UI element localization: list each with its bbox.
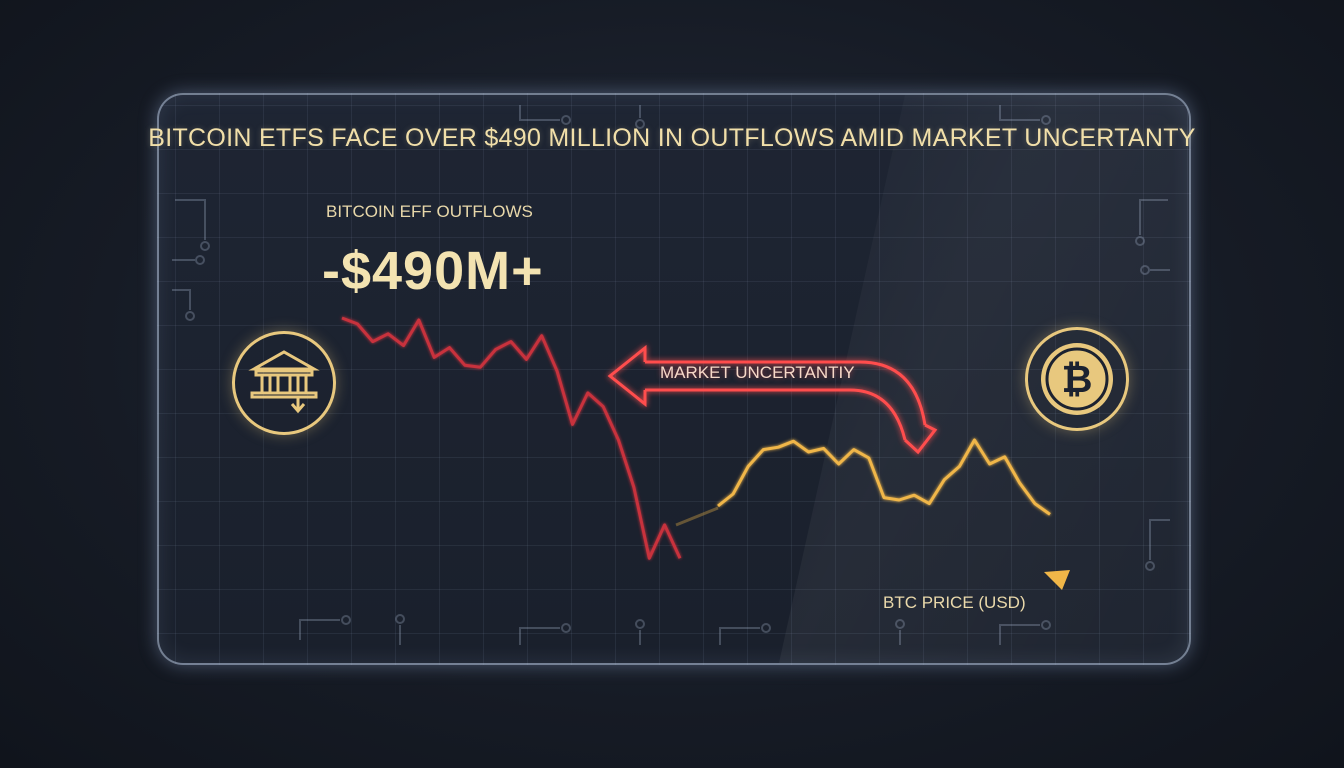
btc-price-label: BTC PRICE (USD) xyxy=(883,593,1026,612)
outflow-value: -$490M+ xyxy=(322,241,544,301)
market-uncertainty-label: MARKET UNCERTANTIY xyxy=(660,363,855,382)
btc-arrowhead xyxy=(1044,570,1070,590)
chart-panel xyxy=(157,93,1191,665)
market-uncertainty-arrow xyxy=(607,344,938,455)
btc-line-fade xyxy=(675,506,719,527)
outflow-label: BITCOIN EFF OUTFLOWS xyxy=(326,202,533,221)
bank-icon-ring xyxy=(232,331,336,435)
bitcoin-icon-ring xyxy=(1025,327,1129,431)
outflow-line xyxy=(341,316,682,560)
btc-price-line xyxy=(717,438,1051,516)
circuit-decoration xyxy=(172,105,1170,645)
page-title: BITCOIN ETFS FACE OVER $490 MILLION IN O… xyxy=(148,124,1196,152)
